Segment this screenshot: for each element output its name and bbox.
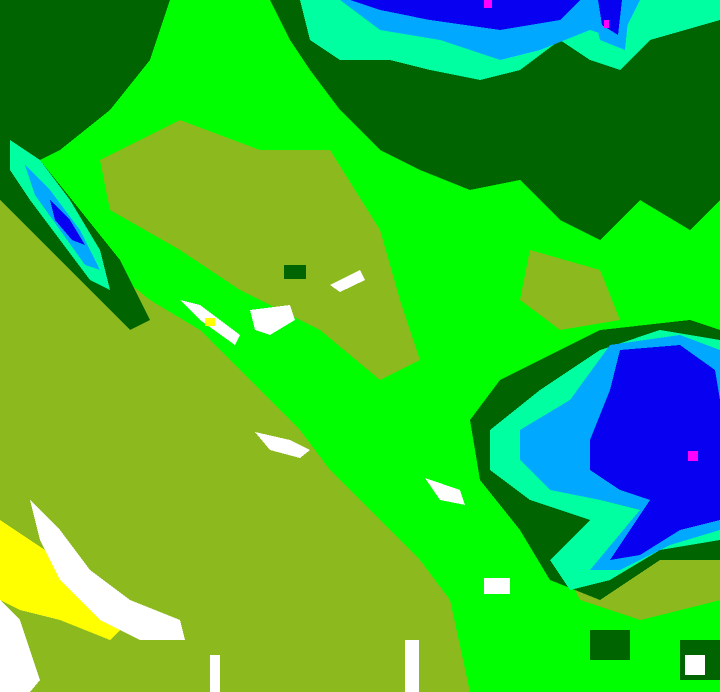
blue-region — [590, 345, 720, 560]
dark-green-cell — [590, 630, 630, 660]
magenta-cell — [484, 0, 492, 8]
white-region — [30, 500, 185, 640]
olive-patch — [520, 250, 620, 330]
white-cell — [210, 655, 220, 692]
white-region — [330, 270, 365, 292]
dark-green-cell — [284, 265, 306, 279]
white-cell — [484, 578, 510, 594]
white-cell — [685, 655, 705, 675]
olive-patch — [100, 120, 420, 380]
white-region — [0, 600, 40, 692]
blue-region — [350, 0, 580, 30]
magenta-cell — [604, 20, 609, 28]
yellow-cell — [205, 318, 215, 326]
magenta-cell — [688, 451, 698, 461]
white-region — [250, 305, 295, 335]
white-region — [425, 478, 465, 505]
blue-streak — [50, 200, 85, 245]
white-cell — [405, 640, 419, 692]
dark-green-region — [0, 0, 170, 170]
white-region — [255, 432, 310, 458]
